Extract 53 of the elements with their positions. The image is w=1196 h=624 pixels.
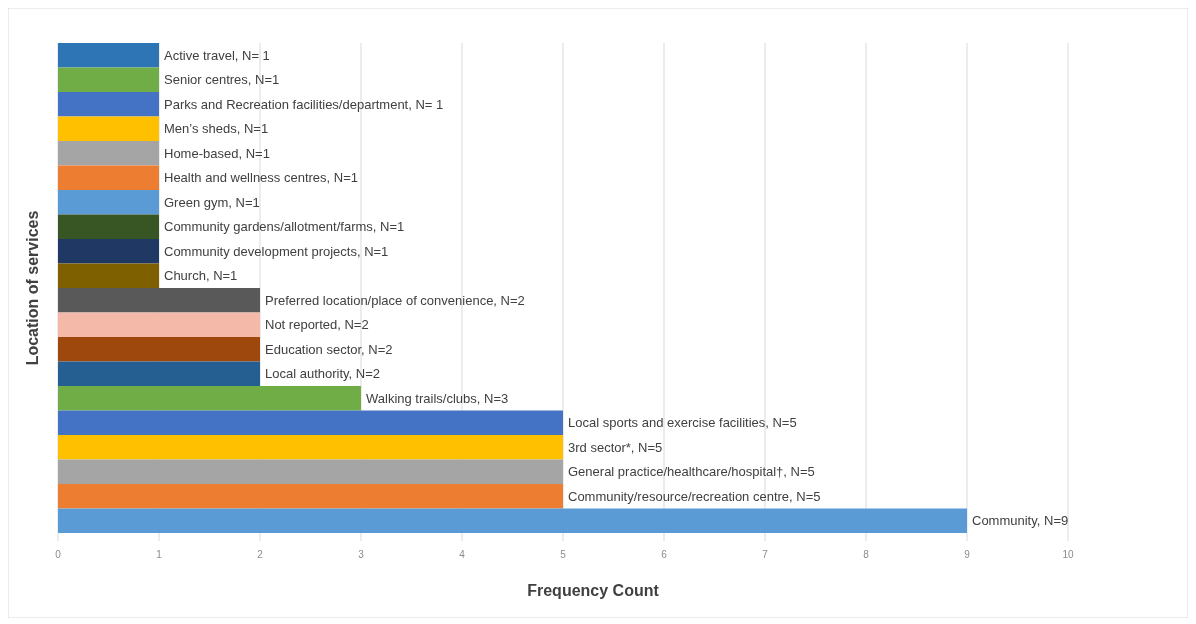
data-label: Community/resource/recreation centre, N=5 <box>568 488 821 504</box>
data-label: Preferred location/place of convenience, N=2 <box>265 292 525 308</box>
bar <box>58 288 260 313</box>
bar <box>58 43 159 68</box>
x-tick-label: 4 <box>459 549 466 560</box>
data-label: Men’s sheds, N=1 <box>164 121 269 137</box>
data-label: Local authority, N=2 <box>265 366 381 382</box>
data-label: Not reported, N=2 <box>265 317 369 333</box>
data-label: Senior centres, N=1 <box>164 72 280 88</box>
x-tick-label: 7 <box>762 549 769 560</box>
bar <box>58 484 563 509</box>
x-tick-label: 3 <box>358 549 365 560</box>
data-label: Health and wellness centres, N=1 <box>164 170 359 186</box>
bar <box>58 263 159 288</box>
bar <box>58 165 159 190</box>
bar <box>58 337 260 362</box>
x-tick-label: 1 <box>156 549 163 560</box>
bar <box>58 214 159 239</box>
data-label: Community development projects, N=1 <box>164 243 389 259</box>
bar <box>58 92 159 117</box>
bar <box>58 508 967 533</box>
x-tick-label: 10 <box>1062 549 1074 560</box>
data-label: Local sports and exercise facilities, N=5 <box>568 415 797 431</box>
data-label: Green gym, N=1 <box>164 194 260 210</box>
bar <box>58 116 159 141</box>
x-tick-label: 2 <box>257 549 264 560</box>
bar <box>58 312 260 337</box>
data-label: Community, N=9 <box>972 513 1069 529</box>
data-label: General practice/healthcare/hospital†, N=5 <box>568 464 815 480</box>
bar <box>58 435 563 460</box>
bar <box>58 190 159 215</box>
data-label: Parks and Recreation facilities/department, N= 1 <box>164 96 444 112</box>
bar <box>58 239 159 264</box>
bar <box>58 459 563 484</box>
bar <box>58 361 260 386</box>
bar <box>58 386 361 411</box>
y-axis-title: Location of services <box>24 210 41 366</box>
data-label: Church, N=1 <box>164 268 238 284</box>
data-label: Community gardens/allotment/farms, N=1 <box>164 219 405 235</box>
data-label: Walking trails/clubs, N=3 <box>366 390 509 406</box>
x-axis-title: Frequency Count <box>527 582 660 599</box>
x-tick-label: 8 <box>863 549 870 560</box>
data-label: Active travel, N= 1 <box>164 47 270 63</box>
data-label: Home-based, N=1 <box>164 145 270 161</box>
bar <box>58 141 159 166</box>
x-tick-label: 9 <box>964 549 971 560</box>
bar <box>58 67 159 92</box>
data-label: 3rd sector*, N=5 <box>568 439 663 455</box>
x-tick-label: 5 <box>560 549 567 560</box>
data-label: Education sector, N=2 <box>265 341 393 357</box>
x-tick-label: 0 <box>55 549 62 560</box>
x-tick-label: 6 <box>661 549 668 560</box>
bar <box>58 410 563 435</box>
